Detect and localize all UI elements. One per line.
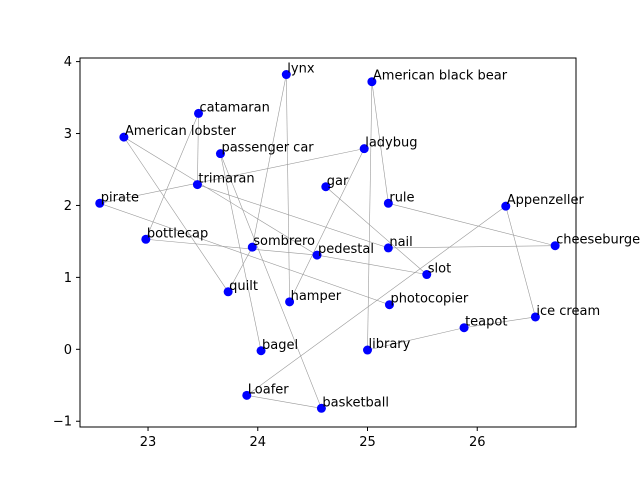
edge-line (316, 254, 427, 275)
data-point (459, 323, 469, 333)
data-point (242, 390, 252, 400)
edge-line (251, 74, 287, 248)
data-point (384, 300, 394, 310)
edge-line (367, 327, 465, 351)
edge-line (388, 245, 556, 249)
point-label: ladybug (365, 136, 417, 151)
point-label: Appenzeller (507, 193, 585, 208)
data-point (223, 287, 233, 297)
point-label: quilt (229, 279, 258, 294)
point-label: photocopier (390, 292, 468, 307)
data-point (359, 144, 369, 154)
data-point (501, 201, 511, 211)
point-label: Loafer (248, 382, 290, 397)
data-point (316, 403, 326, 413)
point-label: passenger car (221, 141, 314, 156)
edge-line (505, 206, 536, 318)
y-axis: −1 0 1 2 3 4 (53, 55, 80, 430)
point-label: teapot (465, 315, 507, 330)
point-label: hamper (291, 289, 342, 304)
point-label: ice cream (536, 304, 600, 319)
data-point (383, 198, 393, 208)
edge-line (371, 81, 389, 204)
edge-line (197, 113, 199, 185)
point-label-layer: lynx American black bear catamaran American… (101, 62, 640, 411)
data-point (119, 132, 129, 142)
point-label: pirate (101, 190, 139, 205)
point-label: bottlecap (147, 226, 208, 241)
x-tick-label: 25 (359, 435, 376, 450)
y-tick-label: 0 (64, 343, 72, 358)
data-point (192, 180, 202, 190)
point-label: American black bear (373, 69, 508, 84)
point-label: sombrero (253, 234, 315, 249)
point-label: lynx (287, 62, 315, 77)
y-tick-label: −1 (53, 415, 72, 430)
point-label: slot (428, 262, 451, 277)
point-label: pedestal (318, 242, 374, 257)
point-label: cheeseburger (556, 233, 640, 248)
data-point (321, 182, 331, 192)
data-point (285, 297, 295, 307)
edge-line (464, 316, 536, 329)
edge-line (289, 148, 365, 302)
point-label: rule (389, 190, 414, 205)
x-tick-label: 26 (469, 435, 486, 450)
edge-line (388, 203, 556, 247)
y-tick-label: 4 (64, 55, 72, 70)
data-point (312, 250, 322, 260)
data-point (194, 108, 204, 118)
data-point (383, 243, 393, 253)
x-tick-label: 23 (140, 435, 157, 450)
point-layer (95, 70, 560, 413)
y-tick-label: 3 (64, 127, 72, 142)
edge-line (145, 113, 199, 240)
edge-line (99, 148, 365, 204)
edge-line (220, 153, 322, 409)
edge-line (367, 81, 373, 351)
y-tick-label: 1 (64, 271, 72, 286)
point-label: library (369, 337, 411, 352)
data-point (256, 346, 266, 356)
point-label: nail (389, 235, 412, 250)
point-label: gar (327, 174, 349, 189)
point-label: bagel (262, 338, 298, 353)
x-tick-label: 24 (249, 435, 266, 450)
x-axis: 23 24 25 26 (140, 427, 486, 450)
plot-frame (79, 57, 577, 428)
edge-line (197, 184, 389, 249)
edge-line (123, 136, 229, 292)
edge-line (325, 186, 427, 275)
data-point (95, 198, 105, 208)
point-label: catamaran (200, 100, 270, 115)
edge-line (99, 203, 390, 306)
y-tick-label: 2 (64, 199, 72, 214)
data-point (363, 345, 373, 355)
edge-line (286, 74, 290, 302)
edge-line (246, 205, 506, 396)
data-point (247, 242, 257, 252)
data-point (367, 77, 377, 87)
edge-line (145, 238, 318, 256)
data-point (141, 234, 151, 244)
data-point (422, 270, 432, 280)
data-point (530, 312, 540, 322)
data-point (281, 70, 291, 80)
point-label: American lobster (125, 124, 237, 139)
edge-line (220, 153, 262, 351)
edge-line (123, 136, 318, 256)
edge-line (227, 247, 253, 292)
edge-line (246, 395, 322, 409)
data-point (215, 149, 225, 159)
edge-layer (99, 74, 556, 409)
point-label: trimaran (198, 172, 254, 187)
data-point (550, 241, 560, 251)
point-label: basketball (322, 395, 389, 410)
